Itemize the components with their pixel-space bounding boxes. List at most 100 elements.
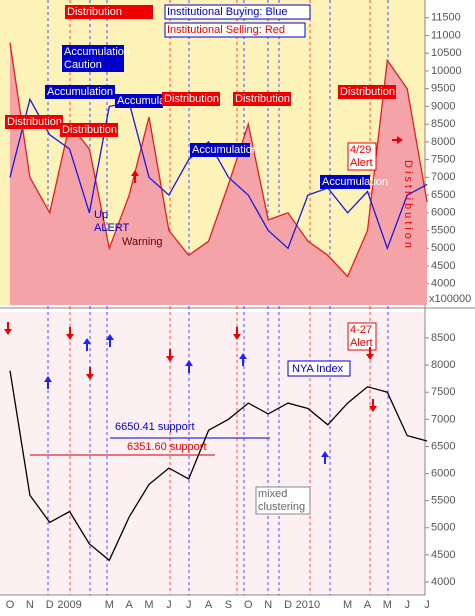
annotation-box xyxy=(65,5,153,19)
annotation: Distribution xyxy=(164,93,219,105)
arrow xyxy=(233,327,241,340)
arrow xyxy=(131,170,139,183)
annotation: Warning xyxy=(122,236,163,248)
x-tick-label: S xyxy=(225,599,232,611)
y-tick-label: 6000 xyxy=(431,207,455,219)
y-tick-label: 5000 xyxy=(431,522,455,534)
arrow xyxy=(66,327,74,340)
y-tick-label: 8500 xyxy=(431,118,455,130)
y-tick-label: 9500 xyxy=(431,83,455,95)
axis-label: x100000 xyxy=(429,293,471,305)
annotation-box xyxy=(255,486,311,515)
legend-box xyxy=(287,360,351,377)
annotation: 6650.41 support xyxy=(115,421,195,433)
annotation: Up ALERT xyxy=(94,209,130,234)
y-tick-label: 8500 xyxy=(431,332,455,344)
annotation: Accumulation Caution xyxy=(64,46,130,71)
y-tick-label: 9000 xyxy=(431,100,455,112)
arrow xyxy=(321,451,329,464)
x-tick-label: 2009 xyxy=(57,599,81,611)
y-tick-label: 7000 xyxy=(431,413,455,425)
annotation-box xyxy=(338,85,396,99)
x-tick-label: J xyxy=(404,599,410,611)
y-tick-label: 6500 xyxy=(431,440,455,452)
annotation-box xyxy=(164,22,306,38)
arrow xyxy=(86,367,94,380)
arrow xyxy=(166,349,174,362)
annotation: Distribution xyxy=(235,93,290,105)
x-tick-label: O xyxy=(244,599,253,611)
y-tick-label: 4500 xyxy=(431,260,455,272)
annotation: Distribution xyxy=(340,86,395,98)
y-tick-label: 11500 xyxy=(431,12,461,24)
annotation: Accumulation xyxy=(192,144,258,156)
y-tick-label: 4500 xyxy=(431,549,455,561)
arrow xyxy=(4,322,12,335)
annotation: Distribution xyxy=(402,160,414,251)
legend-label: NYA Index xyxy=(292,363,344,375)
y-tick-label: 7000 xyxy=(431,171,455,183)
annotation: Institutional Selling: Red xyxy=(167,24,285,36)
x-tick-label: N xyxy=(26,599,34,611)
arrow xyxy=(106,334,114,347)
annotation: Distribution xyxy=(67,6,122,18)
bottom-panel xyxy=(0,312,425,595)
x-tick-label: M xyxy=(383,599,392,611)
series-line xyxy=(9,370,428,562)
y-tick-label: 10500 xyxy=(431,47,462,59)
x-tick-label: D xyxy=(284,599,292,611)
y-tick-label: 5500 xyxy=(431,495,455,507)
y-tick-label: 4000 xyxy=(431,278,455,290)
x-tick-label: D xyxy=(46,599,54,611)
annotation-box xyxy=(233,92,291,106)
x-tick-label: J xyxy=(186,599,192,611)
annotation-box xyxy=(115,94,163,108)
area xyxy=(10,42,428,305)
x-tick-label: M xyxy=(343,599,352,611)
y-tick-label: 7500 xyxy=(431,153,455,165)
y-tick-label: 10000 xyxy=(431,65,462,77)
y-tick-label: 5500 xyxy=(431,224,455,236)
annotation-box xyxy=(190,143,250,157)
annotation-box xyxy=(60,123,118,137)
x-tick-label: A xyxy=(125,599,133,611)
y-tick-label: 5000 xyxy=(431,242,455,254)
y-tick-label: 8000 xyxy=(431,359,455,371)
arrow xyxy=(369,399,377,412)
annotation: 6351.60 support xyxy=(127,441,207,453)
x-tick-label: A xyxy=(364,599,372,611)
x-tick-label: J xyxy=(166,599,172,611)
series-line xyxy=(9,97,428,251)
annotation-box xyxy=(62,45,124,72)
x-tick-label: M xyxy=(105,599,114,611)
arrow xyxy=(366,347,374,360)
y-tick-label: 8000 xyxy=(431,136,455,148)
annotation: Accumulation xyxy=(322,176,388,188)
annotation-box xyxy=(320,175,370,189)
arrow xyxy=(239,353,247,366)
x-tick-label: O xyxy=(6,599,15,611)
x-tick-label: M xyxy=(144,599,153,611)
annotation: Distribution xyxy=(7,116,62,128)
annotation: Institutional Buying: Blue xyxy=(167,6,287,18)
annotation-box xyxy=(347,322,377,351)
annotation-box xyxy=(164,4,311,20)
annotation-box xyxy=(347,142,377,171)
annotation: 4/29 Alert xyxy=(350,144,373,169)
arrow xyxy=(392,136,403,144)
annotation: mixed clustering xyxy=(258,488,305,513)
annotation-box xyxy=(5,115,63,129)
x-tick-label: A xyxy=(205,599,213,611)
annotation-box xyxy=(45,85,115,99)
x-tick-label: N xyxy=(264,599,272,611)
x-tick-label: 2010 xyxy=(296,599,320,611)
x-tick-label: J xyxy=(424,599,430,611)
annotation: 4-27 Alert xyxy=(350,324,373,349)
annotation-box xyxy=(162,92,220,106)
y-tick-label: 4000 xyxy=(431,576,455,588)
arrow xyxy=(83,338,91,351)
y-tick-label: 6500 xyxy=(431,189,455,201)
annotation: Accumulation xyxy=(47,86,113,98)
y-tick-label: 6000 xyxy=(431,467,455,479)
